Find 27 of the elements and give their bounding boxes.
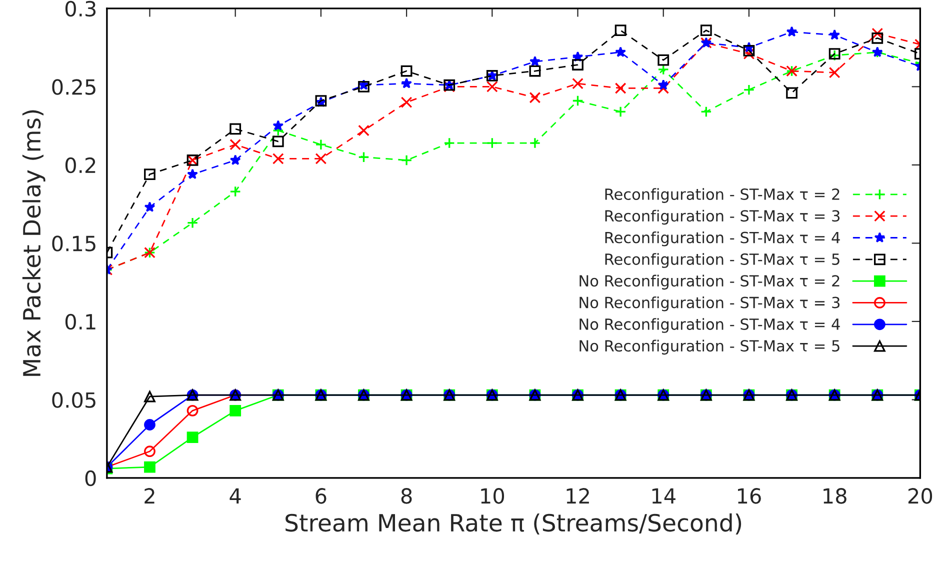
legend-label: No Reconfiguration - ST-Max τ = 3 bbox=[580, 296, 840, 312]
x-tick-label: 2 bbox=[144, 488, 154, 504]
x-axis-title: Stream Mean Rate π (Streams/Second) bbox=[286, 513, 742, 534]
y-tick-label: 0.25 bbox=[52, 79, 96, 95]
y-tick-label: 0.2 bbox=[65, 157, 96, 174]
x-tick-label: 4 bbox=[230, 488, 241, 504]
x-tick-label: 14 bbox=[652, 488, 676, 504]
y-tick-label: 0.1 bbox=[65, 314, 96, 330]
x-tick-label: 18 bbox=[824, 488, 846, 504]
legend-label: Reconfiguration - ST-Max τ = 4 bbox=[605, 231, 840, 246]
y-tick-label: 0 bbox=[85, 470, 96, 486]
x-tick-label: 20 bbox=[908, 488, 932, 504]
legend-label: No Reconfiguration - ST-Max τ = 2 bbox=[580, 274, 840, 290]
x-tick-label: 6 bbox=[316, 488, 326, 504]
x-tick-label: 12 bbox=[566, 488, 589, 504]
x-tick-label: 8 bbox=[401, 488, 412, 504]
x-tick-label: 16 bbox=[738, 488, 761, 504]
y-axis-title: Max Packet Delay (ms) bbox=[22, 110, 46, 376]
x-tick-label: 10 bbox=[481, 488, 504, 504]
legend-label: Reconfiguration - ST-Max τ = 3 bbox=[605, 210, 840, 225]
legend-label: No Reconfiguration - ST-Max τ = 4 bbox=[580, 318, 840, 333]
legend-label: Reconfiguration - ST-Max τ = 2 bbox=[605, 188, 840, 203]
y-tick-label: 0.15 bbox=[52, 236, 96, 252]
y-tick-label: 0.05 bbox=[52, 392, 96, 408]
legend-label: No Reconfiguration - ST-Max τ = 5 bbox=[580, 340, 840, 355]
legend-label: Reconfiguration - ST-Max τ = 5 bbox=[605, 253, 840, 268]
y-tick-label: 0.3 bbox=[65, 0, 96, 17]
